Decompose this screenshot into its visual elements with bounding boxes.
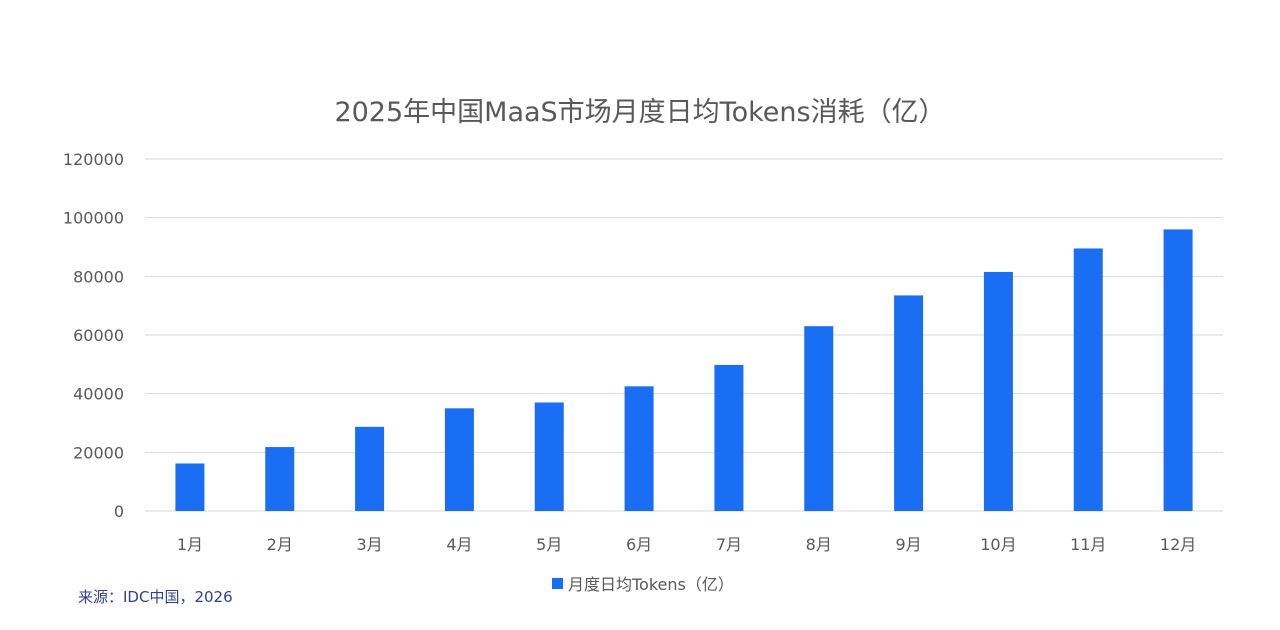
x-tick-label: 4月 — [446, 535, 472, 554]
x-tick-label: 3月 — [356, 535, 382, 554]
bar — [894, 295, 924, 511]
y-tick-label: 120000 — [63, 150, 124, 169]
legend-swatch — [552, 578, 563, 589]
bar-series — [175, 229, 1193, 511]
y-tick-label: 20000 — [73, 443, 124, 462]
bar — [624, 386, 654, 511]
bar — [534, 402, 564, 511]
x-tick-label: 6月 — [626, 535, 652, 554]
x-axis-tick-labels: 1月 2月 3月 4月 5月 6月 7月 8月 9月 10月 11月 12月 — [177, 535, 1196, 554]
legend: 月度日均Tokens（亿） — [552, 575, 734, 594]
bar — [804, 326, 834, 511]
y-tick-label: 0 — [114, 502, 124, 521]
chart-title: 2025年中国MaaS市场月度日均Tokens消耗（亿） — [334, 97, 945, 128]
y-axis-tick-labels: 0 20000 40000 60000 80000 100000 120000 — [63, 150, 124, 521]
bar — [444, 408, 474, 511]
x-tick-label: 8月 — [806, 535, 832, 554]
y-tick-label: 80000 — [73, 267, 124, 286]
bar — [1073, 248, 1103, 511]
bar — [265, 447, 295, 511]
bar — [983, 271, 1013, 511]
y-tick-label: 100000 — [63, 209, 124, 228]
x-tick-label: 10月 — [980, 535, 1016, 554]
source-note: 来源：IDC中国，2026 — [78, 588, 233, 606]
x-tick-label: 1月 — [177, 535, 203, 554]
y-tick-label: 60000 — [73, 326, 124, 345]
legend-label: 月度日均Tokens（亿） — [568, 575, 734, 594]
bar — [355, 426, 385, 511]
x-tick-label: 9月 — [895, 535, 921, 554]
x-tick-label: 5月 — [536, 535, 562, 554]
x-tick-label: 11月 — [1070, 535, 1106, 554]
bar — [1163, 229, 1193, 511]
x-tick-label: 2月 — [267, 535, 293, 554]
y-tick-label: 40000 — [73, 385, 124, 404]
grid-lines — [145, 158, 1223, 512]
bar — [714, 364, 744, 511]
bar — [175, 463, 205, 511]
x-tick-label: 12月 — [1160, 535, 1196, 554]
x-tick-label: 7月 — [716, 535, 742, 554]
